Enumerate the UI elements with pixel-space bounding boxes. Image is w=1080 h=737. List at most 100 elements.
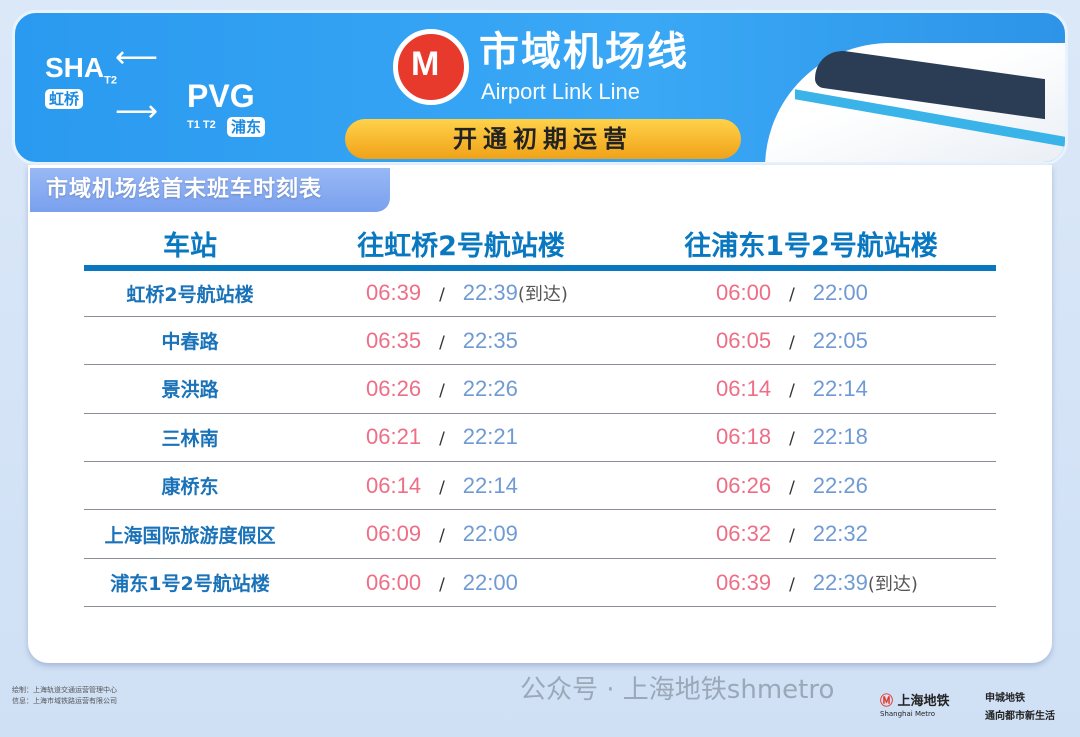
first-train-time: 06:18 [716,424,772,450]
first-train-time: 06:14 [366,472,422,498]
status-badge: 开通初期运营 [345,119,741,159]
arrival-note: (到达) [867,573,918,595]
credits: 绘制：上海轨道交通运营管理中心 信息：上海市域铁路运营有限公司 [12,685,117,707]
arrow-right-icon: ⟶ [115,94,159,129]
slogan-line1: 申城地铁 [985,693,1025,704]
last-train-time: 22:00 [812,280,868,306]
first-train-time: 06:14 [716,375,772,401]
times-pd: 06:00 / 22:00 [626,268,996,317]
slogan: 申城地铁通向都市新生活 [985,690,1055,726]
last-train-time: 22:26 [462,375,518,401]
line-title: 市域机场线 [479,29,689,75]
separator: / [789,526,795,547]
metro-logo-icon: M [393,29,469,105]
table-row: 三林南 06:21 / 22:21 06:18 / 22:18 [84,413,996,463]
separator: / [439,477,445,498]
separator: / [789,429,795,450]
table-row: 上海国际旅游度假区 06:09 / 22:09 06:32 / 22:32 [84,509,996,559]
sha-cn-tag: 虹桥 [45,89,84,109]
times-hq: 06:14 / 22:14 [296,461,626,511]
last-train-time: 22:09 [462,521,518,547]
last-train-time: 22:14 [462,472,518,498]
sha-label: SHAT2 [45,53,117,87]
separator: / [439,380,445,401]
times-pd: 06:39 / 22:39(到达) [626,558,996,608]
first-train-time: 06:26 [716,472,772,498]
sha-terminal: T2 [104,74,117,87]
line-title-en: Airport Link Line [481,79,640,104]
times-pd: 06:14 / 22:14 [626,364,996,414]
brand-name-en: Shanghai Metro [880,710,936,718]
times-hq: 06:09 / 22:09 [296,509,626,559]
table-row: 康桥东 06:14 / 22:14 06:26 / 22:26 [84,461,996,511]
first-train-time: 06:32 [716,521,772,547]
times-hq: 06:26 / 22:26 [296,364,626,414]
separator: / [439,574,445,595]
separator: / [439,526,445,547]
station-name: 康桥东 [84,461,296,511]
last-train-time: 22:05 [812,327,868,353]
pvg-cn-tag: 浦东 [227,117,266,137]
last-train-time: 22:35 [462,327,518,353]
header-banner: SHAT2 虹桥 ⟵ ⟶ PVG T1 T2 浦东 M 市域机场线 Airpor… [12,10,1068,165]
arrow-left-icon: ⟵ [115,40,159,75]
station-name: 中春路 [84,316,296,366]
times-pd: 06:32 / 22:32 [626,509,996,559]
first-train-time: 06:00 [716,280,772,306]
header-station: 车站 [84,222,296,271]
timetable: 车站 往虹桥2号航站楼 往浦东1号2号航站楼 虹桥2号航站楼 06:39 / 22:3… [84,222,996,608]
last-train-time: 22:39 [462,280,518,306]
first-train-time: 06:39 [716,569,772,595]
first-train-time: 06:09 [366,521,422,547]
header-to-hongqiao: 往虹桥2号航站楼 [296,222,626,271]
train-image [765,43,1065,162]
separator: / [439,429,445,450]
first-train-time: 06:35 [366,327,422,353]
last-train-time: 22:26 [812,472,868,498]
last-train-time: 22:14 [812,375,868,401]
last-train-time: 22:32 [812,521,868,547]
station-name: 浦东1号2号航站楼 [84,558,296,608]
last-train-time: 22:21 [462,424,518,450]
station-name: 三林南 [84,413,296,463]
last-train-time: 22:39 [812,569,868,595]
pvg-code: PVG [187,78,255,114]
last-train-time: 22:18 [812,424,868,450]
first-train-time: 06:05 [716,327,772,353]
watermark: 公众号 · 上海地铁shmetro [520,675,835,705]
station-name: 上海国际旅游度假区 [84,509,296,559]
separator: / [789,285,795,306]
credit-drawn: 绘制：上海轨道交通运营管理中心 [12,686,117,694]
times-pd: 06:26 / 22:26 [626,461,996,511]
times-pd: 06:18 / 22:18 [626,413,996,463]
times-hq: 06:39 / 22:39(到达) [296,268,626,317]
slogan-line2: 通向都市新生活 [985,711,1055,722]
separator: / [789,477,795,498]
arrival-note: (到达) [517,284,568,306]
brand-name: 上海地铁 [897,694,950,709]
separator: / [439,285,445,306]
separator: / [789,380,795,401]
table-row: 虹桥2号航站楼 06:39 / 22:39(到达) 06:00 / 22:00 [84,268,996,317]
separator: / [789,332,795,353]
table-row: 浦东1号2号航站楼 06:00 / 22:00 06:39 / 22:39(到达) [84,558,996,608]
credit-info: 信息：上海市域铁路运营有限公司 [12,697,117,705]
brand-logo-icon: Ⓜ [880,694,894,709]
times-hq: 06:35 / 22:35 [296,316,626,366]
sha-code: SHA [45,52,105,83]
separator: / [789,574,795,595]
times-hq: 06:00 / 22:00 [296,558,626,608]
times-hq: 06:21 / 22:21 [296,413,626,463]
table-row: 中春路 06:35 / 22:35 06:05 / 22:05 [84,316,996,366]
table-row: 景洪路 06:26 / 22:26 06:14 / 22:14 [84,364,996,414]
station-name: 景洪路 [84,364,296,414]
separator: / [439,332,445,353]
pvg-terminal: T1 T2 [187,119,216,131]
brand-logo: Ⓜ 上海地铁 Shanghai Metro [880,694,950,719]
first-train-time: 06:00 [366,569,422,595]
last-train-time: 22:00 [462,569,518,595]
first-train-time: 06:39 [366,280,422,306]
header-to-pudong: 往浦东1号2号航站楼 [626,222,996,271]
times-pd: 06:05 / 22:05 [626,316,996,366]
timetable-title: 市域机场线首末班车时刻表 [30,168,390,212]
